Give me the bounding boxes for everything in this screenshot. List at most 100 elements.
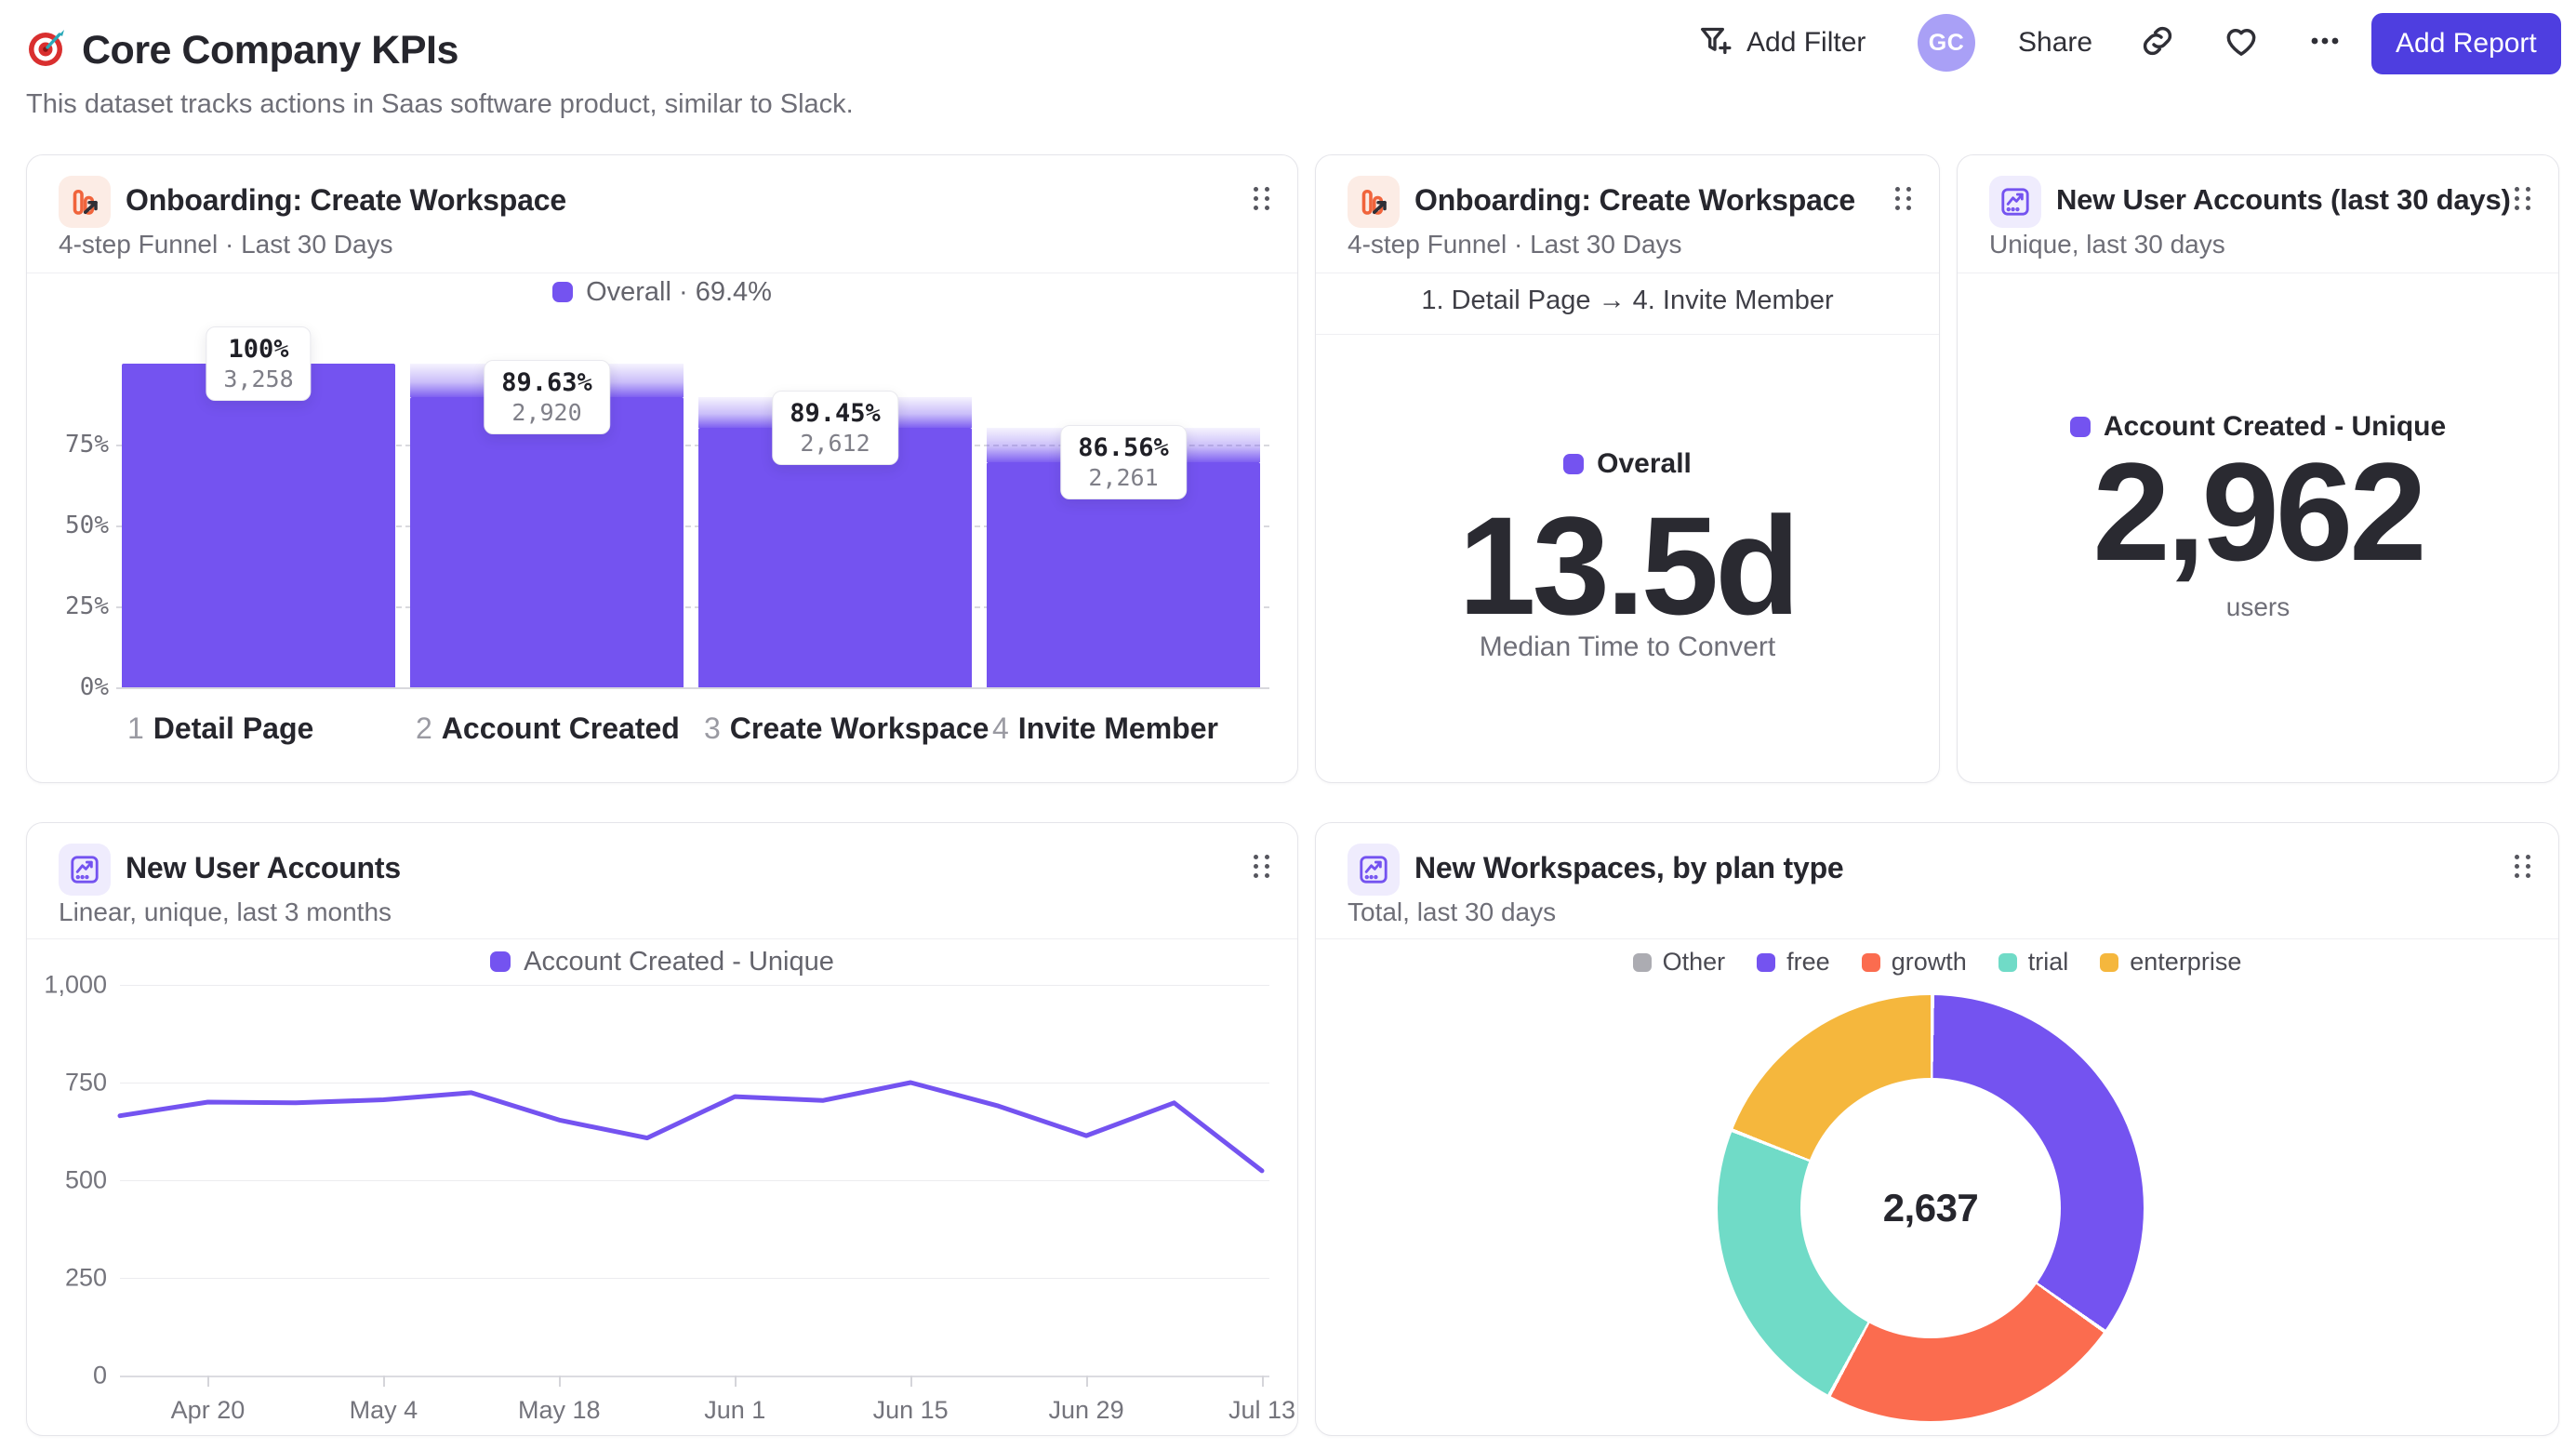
funnel-y-axis-label: 50% <box>65 512 109 539</box>
funnel-step-label: Invite Member <box>1017 711 1218 745</box>
line-gridline <box>120 1376 1269 1377</box>
line-gridline <box>120 1180 1269 1181</box>
funnel-legend[interactable]: Overall · 69.4% <box>27 277 1297 307</box>
metric-legend[interactable]: Overall <box>1316 448 1939 479</box>
card-onboarding-funnel: Onboarding: Create Workspace 4-step Funn… <box>26 154 1298 783</box>
legend-item-growth[interactable]: growth <box>1861 948 1967 977</box>
drag-handle-icon[interactable] <box>1254 855 1269 878</box>
link-icon <box>2140 23 2175 63</box>
line-x-tick <box>910 1376 913 1387</box>
funnel-step-number: 4 <box>992 711 1009 745</box>
user-avatar[interactable]: GC <box>1918 14 1975 72</box>
funnel-tooltip: 89.63% 2,920 <box>484 360 610 435</box>
legend-label: trial <box>2027 948 2069 976</box>
metric-legend[interactable]: Account Created - Unique <box>1958 411 2558 442</box>
card-subtitle: Total, last 30 days <box>1348 897 1557 926</box>
card-subtitle: 4-step Funnel · Last 30 Days <box>1348 230 1682 259</box>
funnel-tooltip: 100% 3,258 <box>206 326 312 401</box>
legend-chip <box>1861 952 1880 972</box>
ellipsis-icon <box>2306 22 2344 64</box>
line-x-tick <box>207 1376 210 1387</box>
legend-chip <box>1563 454 1585 474</box>
favorite-button[interactable] <box>2221 22 2262 63</box>
metric-caption: users <box>2225 592 2291 621</box>
card-title[interactable]: Onboarding: Create Workspace <box>126 183 566 217</box>
line-x-tick <box>383 1376 386 1387</box>
legend-label: Other <box>1662 948 1726 976</box>
line-chart: 1,000 750 500 250 0 Apr 20 May 4 May 18 Jun 1 Jun… <box>27 823 1297 1435</box>
line-legend[interactable]: Account Created - Unique <box>27 946 1297 977</box>
card-title[interactable]: New Workspaces, by plan type <box>1414 851 1844 884</box>
target-icon <box>26 28 67 73</box>
legend-item-enterprise[interactable]: enterprise <box>2100 948 2241 977</box>
funnel-y-axis-label: 75% <box>65 431 109 459</box>
legend-label: enterprise <box>2130 948 2242 976</box>
funnel-tooltip: 89.45% 2,612 <box>772 390 898 465</box>
drag-handle-icon[interactable] <box>1895 187 1911 210</box>
line-series[interactable] <box>117 1080 1265 1174</box>
donut-hole: 2,637 <box>1800 1078 2061 1338</box>
copy-link-button[interactable] <box>2137 22 2178 63</box>
share-button[interactable]: Share <box>2018 0 2092 86</box>
funnel-step-count: 2,261 <box>1088 464 1159 492</box>
line-x-axis-label: Jul 13 <box>1228 1396 1296 1424</box>
line-gridline <box>120 1278 1269 1279</box>
funnel-step-number: 3 <box>704 711 721 745</box>
legend-chip <box>2069 417 2091 437</box>
funnel-bar-detail-page[interactable] <box>122 364 395 687</box>
card-title[interactable]: New User Accounts <box>126 851 401 884</box>
funnel-bar-invite-member[interactable] <box>987 462 1260 687</box>
donut-total-value: 2,637 <box>1882 1186 1979 1230</box>
funnel-bar-create-workspace[interactable] <box>698 427 972 687</box>
card-new-user-accounts-trend: New User Accounts Linear, unique, last 3… <box>26 822 1298 1436</box>
funnel-step-percent: 100% <box>228 335 289 364</box>
more-actions-button[interactable] <box>2304 22 2345 63</box>
card-new-workspaces-by-plan: New Workspaces, by plan type Total, last… <box>1315 822 2559 1436</box>
legend-label: free <box>1786 948 1830 976</box>
card-title[interactable]: Onboarding: Create Workspace <box>1414 183 1855 217</box>
funnel-step-label: Detail Page <box>153 711 314 745</box>
funnel-x-axis-label: 3 Create Workspace <box>704 711 989 746</box>
legend-chip <box>490 951 511 972</box>
line-y-axis-label: 500 <box>64 1165 107 1194</box>
funnel-gridline <box>116 606 1269 608</box>
funnel-step-count: 2,920 <box>511 399 582 427</box>
page-subtitle: This dataset tracks actions in Saas soft… <box>26 89 854 119</box>
funnel-report-icon <box>1348 176 1400 228</box>
line-x-axis-label: May 4 <box>349 1396 418 1424</box>
line-x-axis-label: May 18 <box>518 1396 601 1424</box>
divider <box>27 938 1297 939</box>
card-title[interactable]: New User Accounts (last 30 days) <box>2056 183 2511 216</box>
legend-label: Overall <box>1597 448 1692 479</box>
funnel-range-label: 1. Detail Page → 4. Invite Member <box>1421 286 1834 315</box>
legend-item-free[interactable]: free <box>1757 948 1830 977</box>
line-x-axis-label: Jun 29 <box>1048 1396 1124 1424</box>
drag-handle-icon[interactable] <box>1254 187 1269 210</box>
line-y-axis-label: 750 <box>64 1068 107 1097</box>
line-y-axis-label: 1,000 <box>44 970 107 999</box>
funnel-y-axis-label: 25% <box>65 592 109 620</box>
add-filter-button[interactable]: Add Filter <box>1696 0 1866 86</box>
divider <box>1316 938 2558 939</box>
line-x-tick <box>559 1376 562 1387</box>
funnel-gridline <box>116 445 1269 446</box>
drag-handle-icon[interactable] <box>2515 187 2530 210</box>
line-y-axis-label: 0 <box>92 1361 107 1389</box>
dashboard-header: Core Company KPIs This dataset tracks ac… <box>0 0 2576 149</box>
metric-value: 2,962 <box>2092 433 2426 590</box>
funnel-x-axis-label: 1 Detail Page <box>127 711 313 746</box>
insights-report-icon <box>1989 176 2041 228</box>
drag-handle-icon[interactable] <box>2515 855 2530 878</box>
funnel-bar-account-created[interactable] <box>410 397 684 687</box>
legend-item-trial[interactable]: trial <box>1998 948 2069 977</box>
funnel-report-icon <box>59 176 111 228</box>
funnel-step-number: 2 <box>416 711 432 745</box>
legend-label: Account Created - Unique <box>524 946 834 977</box>
add-report-button[interactable]: Add Report <box>2371 13 2561 74</box>
funnel-step-percent: 89.45% <box>790 398 881 428</box>
metric-value: 13.5d <box>1458 487 1800 644</box>
legend-item-other[interactable]: Other <box>1632 948 1726 977</box>
line-y-axis-label: 250 <box>64 1263 107 1292</box>
funnel-gridline <box>116 525 1269 527</box>
funnel-x-axis-label: 2 Account Created <box>416 711 680 746</box>
